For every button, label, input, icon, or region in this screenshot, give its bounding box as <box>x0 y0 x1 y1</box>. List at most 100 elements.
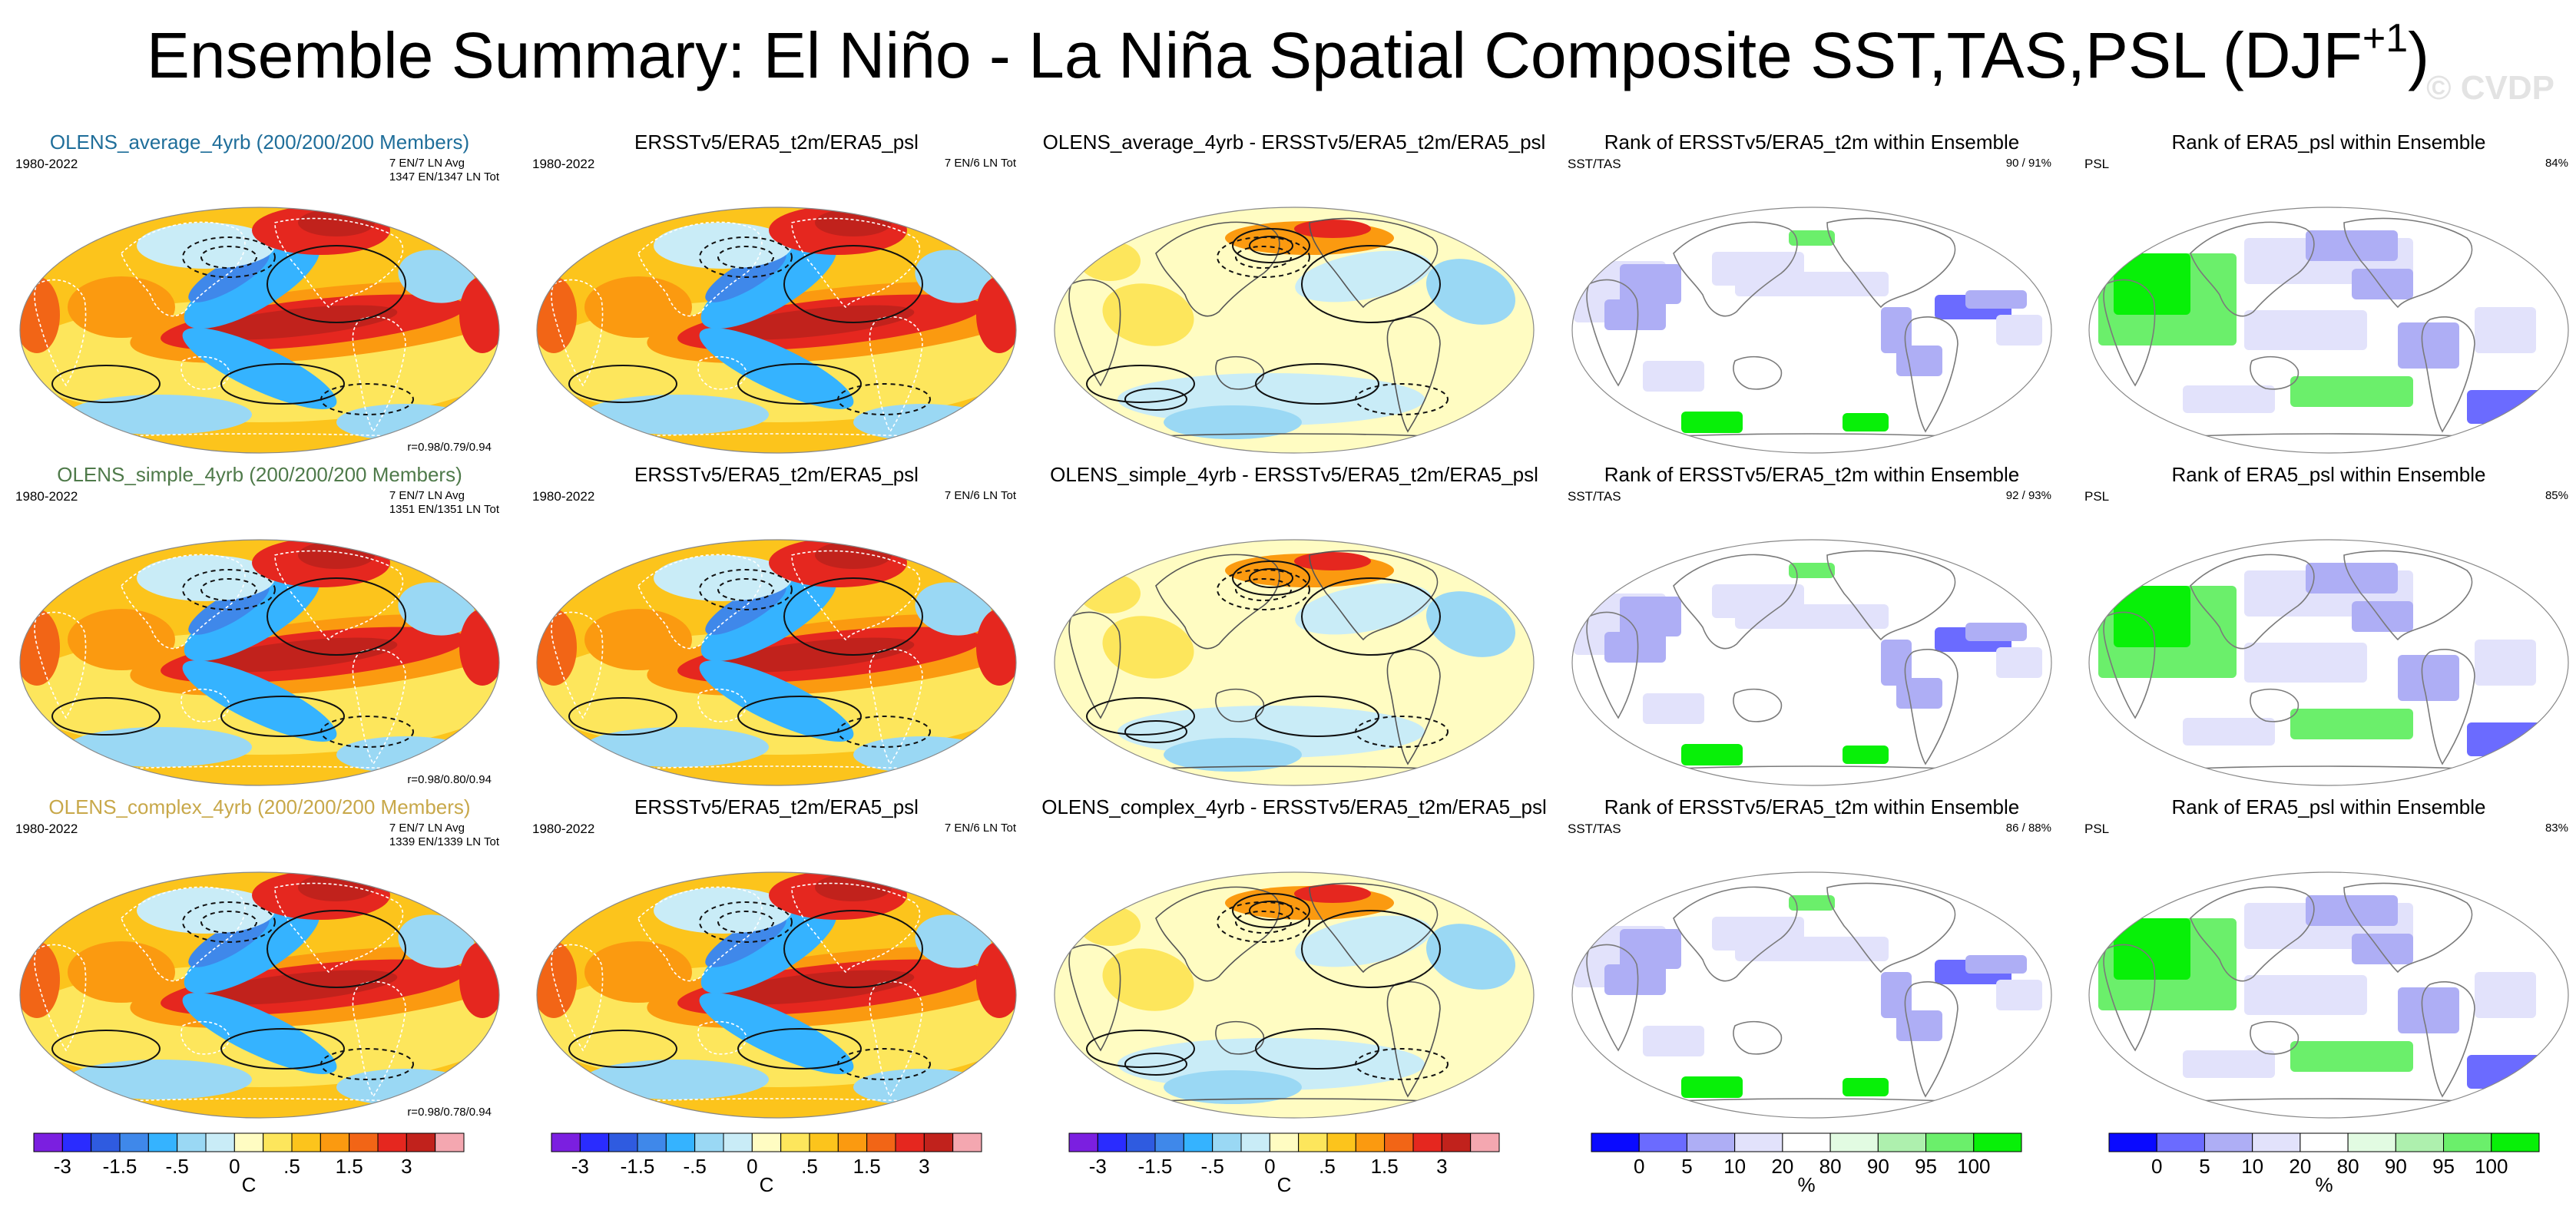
rank-region <box>1896 1010 1942 1041</box>
colorbar-swatch <box>33 1132 63 1152</box>
panel-title: Rank of ERA5_psl within Ensemble <box>2171 463 2486 486</box>
colorbar-tick-label: -3 <box>1089 1155 1107 1178</box>
map-panel: Rank of ERSSTv5/ERA5_t2m within Ensemble… <box>1558 795 2065 1126</box>
map-plot <box>536 539 1017 786</box>
rank-region <box>1996 315 2042 346</box>
colorbar-swatch <box>177 1132 207 1152</box>
warm-eurasia <box>37 221 129 255</box>
psl-contour-sw <box>568 1030 677 1068</box>
colorbar-tick-label: 80 <box>2337 1155 2359 1178</box>
psl-contour-south-low <box>837 383 931 415</box>
coastline-asia <box>1673 886 1798 982</box>
panel-title: ERSSTv5/ERA5_t2m/ERA5_psl <box>634 131 919 154</box>
panel-count-label: 7 EN/7 LN Avg 1347 EN/1347 LN Tot <box>389 157 499 184</box>
psl-contour-high <box>783 577 923 656</box>
coastline-namer <box>1826 550 1956 641</box>
cool-north-atlantic <box>915 582 992 636</box>
psl-contour-low-inner <box>1235 578 1292 601</box>
coastline-asia <box>1155 886 1280 982</box>
pattern-correlation: r=0.98/0.80/0.94 <box>407 773 492 786</box>
psl-contour-sw <box>51 1030 161 1068</box>
temperature-colorbar: -3 -1.5 -.5 0 .5 1.5 3 C <box>551 1130 982 1196</box>
warm-alaska-peak <box>815 541 892 569</box>
colorbar-tick-label: -.5 <box>1200 1155 1223 1178</box>
el-nino-peak <box>715 970 915 1005</box>
colorbar-swatch <box>1126 1132 1156 1152</box>
colorbar-graphic: -3 -1.5 -.5 0 .5 1.5 3 <box>1068 1132 1500 1178</box>
map-border <box>1571 207 2052 454</box>
coastline-samer <box>2421 649 2475 765</box>
psl-diff-contour-1 <box>1232 228 1310 263</box>
map-field <box>537 540 1016 785</box>
coastline-africa <box>551 611 604 719</box>
colorbar-swatch <box>320 1132 350 1152</box>
cool-anomaly-south-core <box>1164 738 1302 772</box>
coastline-asia <box>1155 554 1280 650</box>
rank-region <box>1996 647 2042 678</box>
rank-region <box>2352 601 2413 632</box>
colorbar-swatch <box>837 1132 868 1152</box>
colorbar-tick-label: 0 <box>747 1155 757 1178</box>
colorbar-swatch <box>1212 1132 1242 1152</box>
coastline-asia <box>121 886 246 982</box>
colorbar-swatch <box>1782 1132 1831 1152</box>
cool-anomaly-atlantic <box>1425 591 1516 657</box>
colorbar-unit: % <box>1797 1173 1816 1196</box>
cool-north-pacific <box>137 223 275 269</box>
coastline-asia <box>121 554 246 650</box>
coastline-africa <box>1586 944 1639 1052</box>
coastline-asia <box>637 221 763 317</box>
colorbar-swatch <box>147 1132 178 1152</box>
panel-count-line: 1347 EN/1347 LN Tot <box>389 170 499 183</box>
temperature-colorbar: -3 -1.5 -.5 0 .5 1.5 3 C <box>1068 1130 1500 1196</box>
cool-anomaly-south-core <box>1164 1070 1302 1104</box>
psl-contour-low-inner <box>200 578 257 601</box>
cool-southern-ocean <box>584 1060 769 1099</box>
cool-north-pacific <box>654 888 792 934</box>
coastline-samer <box>1386 316 1441 433</box>
psl-contour-south <box>220 696 345 737</box>
warm-alaska-peak <box>298 874 375 901</box>
rank-region <box>2183 385 2275 413</box>
rank-region <box>1896 346 1942 376</box>
panel-period-label: 1980-2022 <box>15 822 78 836</box>
colorbar-tick-label: 10 <box>2241 1155 2263 1178</box>
coastline-aus <box>1215 1020 1265 1055</box>
colorbar-swatch <box>2204 1132 2253 1152</box>
colorbar-tick-label: 5 <box>1681 1155 1692 1178</box>
colorbar-swatch <box>2156 1132 2205 1152</box>
warm-alaska-peak <box>298 541 375 569</box>
map-field <box>1055 872 1534 1118</box>
psl-contour-south-low <box>1355 383 1449 415</box>
panel-count-line: 7 EN/6 LN Tot <box>944 157 1016 170</box>
coastline-africa <box>2103 611 2156 719</box>
panel-title: Rank of ERA5_psl within Ensemble <box>2171 795 2486 818</box>
psl-contour-high <box>267 910 406 988</box>
map-plot <box>1571 871 2052 1119</box>
panel-period-label: 1980-2022 <box>532 157 595 171</box>
colorbar-swatch <box>1412 1132 1442 1152</box>
colorbar-tick-label: .5 <box>283 1155 300 1178</box>
rank-region <box>1789 895 1835 911</box>
psl-contour-sw <box>1086 365 1195 403</box>
colorbar-swatch <box>1240 1132 1270 1152</box>
psl-contour-south <box>220 1028 345 1070</box>
rank-region <box>1965 290 2027 309</box>
panel-count-label: 83% <box>2545 822 2568 835</box>
colorbar-swatch <box>205 1132 235 1152</box>
coastline-namer <box>1309 882 1439 974</box>
colorbar-swatch <box>291 1132 321 1152</box>
colorbar-swatch <box>751 1132 782 1152</box>
rank-region <box>2398 322 2459 369</box>
map-panel: OLENS_average_4yrb - ERSSTv5/ERA5_t2m/ER… <box>1041 131 1548 461</box>
psl-contour-sw <box>51 365 161 403</box>
cool-horseshoe-north <box>184 904 320 994</box>
rank-region <box>1604 299 1666 330</box>
coastline-aus <box>1733 1020 1783 1055</box>
psl-contour-high <box>267 245 406 323</box>
coastline-asia <box>1673 221 1798 317</box>
cool-horseshoe-north <box>184 571 320 662</box>
warm-anomaly-indian <box>1102 948 1194 1011</box>
colorbar-swatch <box>1470 1132 1500 1152</box>
psl-contour-low <box>182 569 276 610</box>
